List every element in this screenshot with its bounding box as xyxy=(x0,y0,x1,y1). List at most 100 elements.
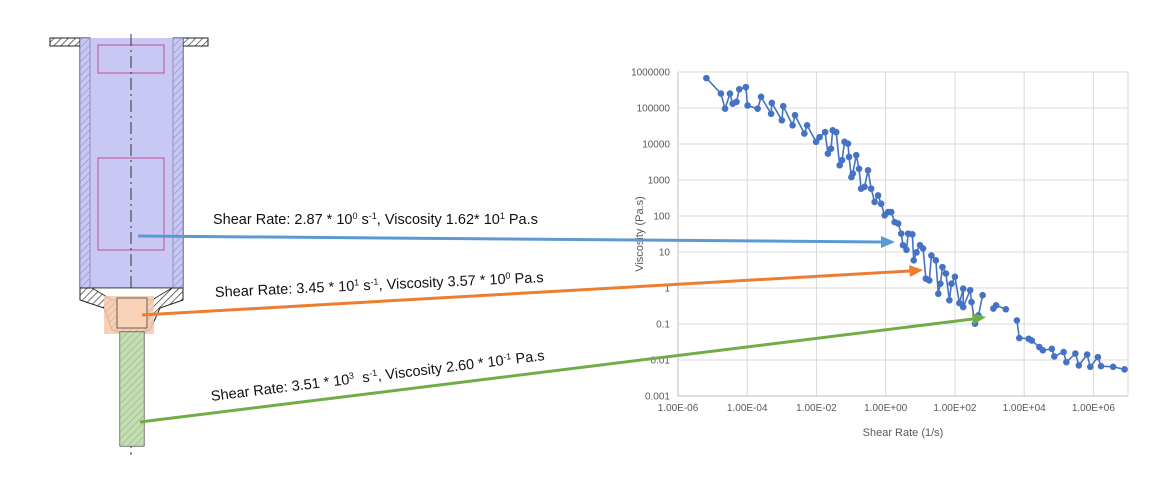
x-tick-label: 1.00E-04 xyxy=(727,403,768,414)
label-text: Shear Rate: 2.87 * 10 xyxy=(213,212,353,228)
data-point xyxy=(1075,362,1083,369)
data-point xyxy=(744,102,751,109)
label-exponent: -1 xyxy=(368,211,377,221)
data-point xyxy=(1072,350,1079,357)
data-point xyxy=(897,230,905,237)
data-point xyxy=(926,277,933,284)
y-tick-label: 100000 xyxy=(637,104,671,115)
data-point xyxy=(951,273,959,281)
x-tick-label: 1.00E-06 xyxy=(658,403,699,414)
data-point xyxy=(844,140,852,147)
data-point xyxy=(757,93,765,101)
data-point xyxy=(913,249,920,256)
data-point xyxy=(919,245,927,252)
y-axis-title: Viscosity (Pa.s) xyxy=(634,196,646,272)
data-point xyxy=(742,83,750,91)
data-point xyxy=(778,116,786,124)
viscosity-series xyxy=(703,74,1128,373)
data-point xyxy=(801,130,808,137)
data-point xyxy=(942,270,950,277)
data-point xyxy=(1063,358,1070,366)
data-point xyxy=(928,252,935,259)
data-point xyxy=(935,290,942,298)
y-tick-labels: 1000000 100000 10000 1000 100 10 1 0.1 0.01 0.001 xyxy=(631,68,670,403)
data-point xyxy=(767,110,775,118)
data-point xyxy=(768,99,776,107)
label-exponent: 0 xyxy=(352,211,358,221)
data-point xyxy=(937,280,944,287)
arrow-blue xyxy=(137,234,895,248)
data-point xyxy=(874,192,882,199)
data-point xyxy=(909,231,916,238)
data-point xyxy=(821,128,829,136)
data-point xyxy=(1097,362,1105,370)
data-point xyxy=(721,105,729,113)
data-point xyxy=(733,98,740,106)
data-point xyxy=(903,246,910,254)
data-point xyxy=(966,286,974,294)
data-point xyxy=(849,170,857,177)
label-exponent: 1 xyxy=(499,211,505,221)
y-tick-label: 1 xyxy=(664,284,670,295)
data-point xyxy=(1013,317,1021,324)
syringe-drawing xyxy=(49,34,209,455)
chart-grid xyxy=(677,71,1129,397)
data-point xyxy=(959,303,967,311)
data-point xyxy=(836,161,843,169)
data-point xyxy=(894,220,902,227)
data-point xyxy=(754,105,761,113)
data-point xyxy=(871,198,878,206)
data-point xyxy=(789,121,796,129)
data-point xyxy=(867,185,875,192)
x-tick-label: 1.00E+02 xyxy=(933,403,977,414)
x-tick-label: 1.00E+00 xyxy=(864,403,908,414)
data-point xyxy=(824,150,832,158)
y-tick-label: 1000000 xyxy=(631,68,670,79)
data-point xyxy=(855,165,863,173)
y-tick-label: 0.001 xyxy=(645,392,670,403)
data-point xyxy=(864,166,872,174)
annotation-label-blue: Shear Rate: 2.87 * 100 s-1, Viscosity 1.… xyxy=(213,211,538,229)
data-point xyxy=(1002,305,1010,313)
arrowhead-blue-icon xyxy=(881,236,895,248)
data-point xyxy=(832,128,840,136)
data-point xyxy=(1039,346,1047,354)
x-axis-title: Shear Rate (1/s) xyxy=(863,427,944,439)
data-point xyxy=(735,85,743,93)
flange-left xyxy=(49,37,85,47)
data-point xyxy=(816,133,823,141)
data-point xyxy=(1083,351,1091,358)
x-tick-labels: 1.00E-06 1.00E-04 1.00E-02 1.00E+00 1.00E+02… xyxy=(658,403,1116,414)
data-point xyxy=(1016,334,1023,342)
data-point xyxy=(932,256,940,264)
y-tick-label: 0.1 xyxy=(656,320,670,331)
y-tick-label: 10000 xyxy=(642,140,670,151)
arrow-orange xyxy=(141,265,923,317)
data-point xyxy=(852,151,860,159)
needle-fluid xyxy=(120,332,144,446)
data-point xyxy=(838,156,846,164)
data-point xyxy=(959,285,967,293)
data-point xyxy=(827,145,835,152)
x-tick-label: 1.00E+04 xyxy=(1003,403,1047,414)
data-point xyxy=(1028,337,1036,344)
series-line xyxy=(1016,320,1125,371)
data-point xyxy=(1121,366,1128,373)
data-point xyxy=(779,102,787,110)
x-tick-label: 1.00E-02 xyxy=(796,403,837,414)
label-text: , Viscosity 1.62* 10 xyxy=(376,212,500,228)
y-tick-label: 0.01 xyxy=(651,356,671,367)
data-point xyxy=(910,256,918,264)
data-point xyxy=(703,74,710,82)
data-point xyxy=(899,241,907,249)
data-point xyxy=(845,153,853,161)
data-point xyxy=(803,121,811,129)
label-text: s xyxy=(357,212,369,228)
label-text: s xyxy=(358,277,371,295)
data-point xyxy=(1048,345,1056,353)
label-text: Pa.s xyxy=(504,212,538,228)
data-point xyxy=(717,90,725,97)
data-point xyxy=(861,183,868,191)
data-point xyxy=(726,90,734,97)
